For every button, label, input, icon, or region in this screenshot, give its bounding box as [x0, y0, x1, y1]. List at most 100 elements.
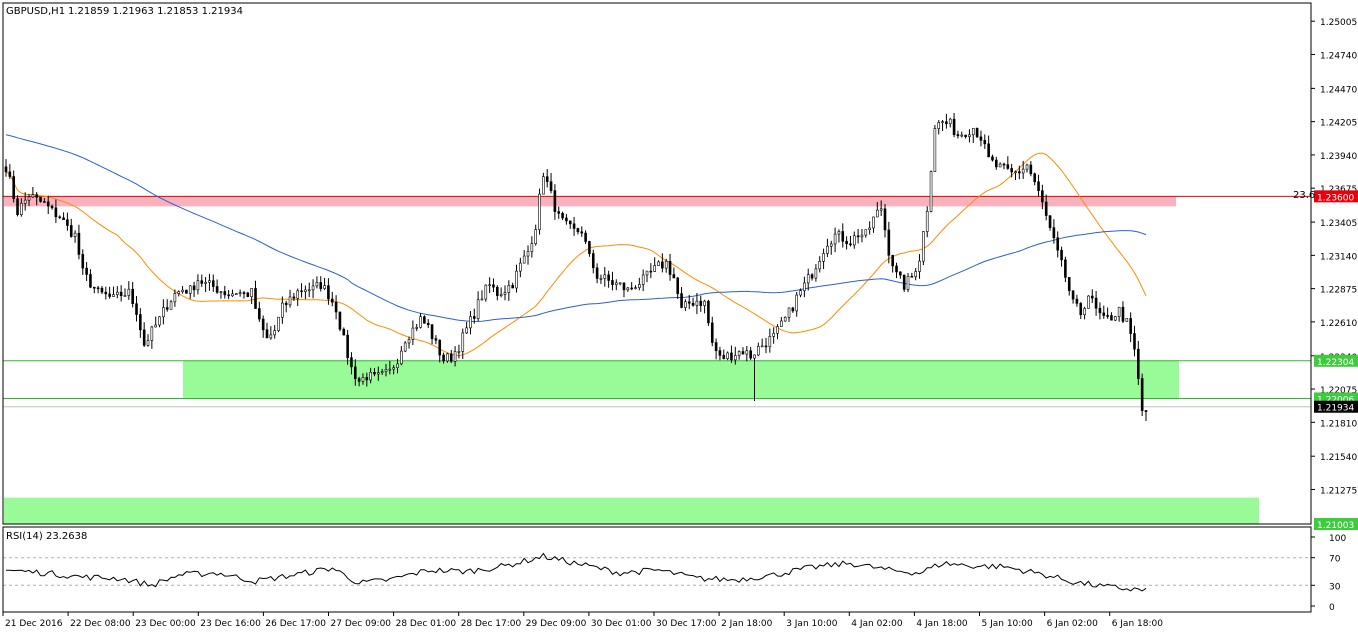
x-axis-tick-label: 4 Jan 02:00 — [851, 619, 903, 629]
candle-body — [150, 326, 154, 341]
candle-body — [1002, 163, 1006, 166]
candle-body — [112, 294, 115, 297]
candle-body — [1018, 171, 1021, 174]
y-axis-tick-label: 1.22075 — [1320, 386, 1357, 396]
candle-body — [772, 332, 775, 337]
rsi-level-label: 30 — [1329, 582, 1341, 592]
candle-body — [1037, 181, 1040, 191]
candle-body — [557, 211, 561, 214]
candle-body — [545, 176, 549, 182]
candle-body — [242, 292, 246, 294]
candle-body — [35, 194, 39, 198]
candle-body — [661, 261, 664, 269]
candle-body — [457, 351, 461, 353]
candle-body — [822, 253, 825, 262]
candle-body — [741, 351, 745, 355]
candle-body — [599, 278, 603, 280]
candle-body — [66, 219, 69, 226]
candle-body — [722, 355, 726, 359]
price-tag-last: 1.21934 — [1317, 404, 1354, 414]
candle-body — [572, 223, 576, 229]
candle-body — [849, 243, 852, 246]
candle-body — [123, 295, 127, 297]
candle-body — [522, 255, 526, 264]
candle-body — [1010, 168, 1013, 173]
candle-body — [92, 286, 96, 289]
candle-body — [971, 127, 975, 136]
candle-body — [315, 282, 319, 287]
candle-body — [377, 372, 380, 375]
candle-body — [380, 371, 384, 374]
candle-body — [580, 231, 584, 234]
candle-body — [353, 366, 357, 379]
x-axis-tick-label: 4 Jan 18:00 — [916, 619, 968, 629]
x-axis-tick-label: 6 Jan 02:00 — [1047, 619, 1099, 629]
candle-body — [96, 287, 100, 290]
candle-body — [1056, 237, 1060, 251]
candle-body — [826, 245, 829, 254]
candle-body — [154, 324, 157, 328]
candle-body — [231, 293, 234, 297]
candle-body — [511, 285, 514, 289]
candle-body — [676, 277, 680, 294]
candle-body — [461, 332, 465, 352]
candle-body — [281, 302, 284, 318]
candle-body — [810, 274, 814, 279]
candle-body — [864, 229, 868, 236]
candle-body — [403, 342, 407, 352]
candle-body — [918, 260, 921, 272]
candle-body — [760, 345, 764, 348]
candle-body — [476, 299, 480, 319]
candle-body — [814, 268, 818, 279]
candle-body — [350, 357, 353, 368]
candle-body — [319, 282, 323, 289]
candle-body — [833, 233, 837, 245]
candle-body — [595, 267, 599, 279]
candle-body — [937, 122, 941, 129]
rsi-header: RSI(14) 23.2638 — [6, 531, 87, 542]
candle-body — [987, 143, 990, 158]
candle-body — [196, 280, 200, 291]
candle-body — [603, 274, 607, 279]
candle-body — [768, 336, 772, 348]
candle-body — [530, 243, 534, 252]
candle-body — [1067, 277, 1071, 291]
candle-body — [1014, 171, 1017, 173]
candle-body — [238, 292, 242, 294]
candle-body — [733, 355, 737, 361]
candle-body — [979, 136, 983, 141]
y-axis-tick-label: 1.23140 — [1320, 252, 1357, 262]
candle-body — [296, 290, 300, 299]
candle-body — [488, 284, 491, 287]
candle-body — [192, 285, 196, 291]
candle-body — [43, 201, 46, 203]
candle-body — [327, 285, 330, 300]
rsi-layer: 100 70 30 0 — [3, 534, 1346, 613]
chart-header-ohlc: 1.21859 1.21963 1.21853 1.21934 — [68, 6, 243, 17]
price-tag-support-lower-bg — [1314, 518, 1358, 530]
candle-body — [250, 288, 253, 297]
candle-body — [618, 282, 622, 285]
candle-body — [453, 351, 457, 362]
candle-body — [200, 280, 204, 284]
candle-body — [181, 289, 184, 292]
candle-body — [519, 262, 522, 272]
price-pane-frame — [2, 2, 1312, 525]
candle-body — [576, 228, 580, 233]
candle-body — [1125, 318, 1129, 322]
candle-body — [737, 351, 741, 356]
candle-body — [860, 234, 864, 238]
candle-body — [472, 316, 476, 319]
candle-body — [334, 301, 338, 313]
y-axis-tick-label: 1.24740 — [1320, 51, 1357, 61]
candle-body — [323, 285, 326, 289]
x-axis-tick-label: 3 Jan 10:00 — [786, 619, 838, 629]
candle-body — [346, 334, 349, 358]
candle-body — [469, 316, 472, 329]
candle-body — [100, 287, 104, 293]
candle-body — [292, 296, 296, 299]
candle-body — [895, 265, 898, 273]
candle-body — [16, 198, 19, 215]
